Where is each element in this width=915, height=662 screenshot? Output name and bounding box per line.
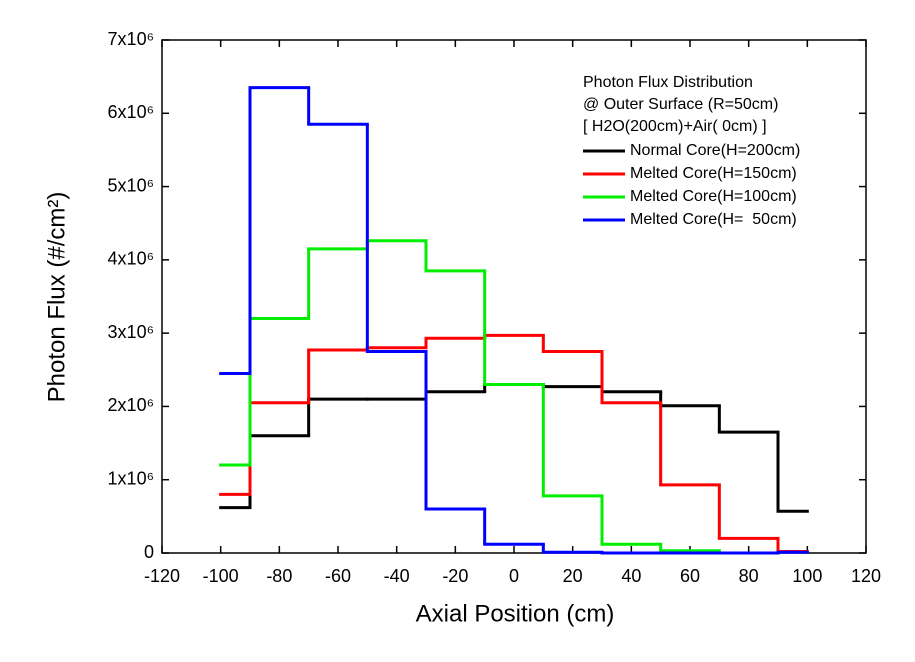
legend-label: Melted Core(H=100cm) (630, 188, 797, 205)
y-tick-label: 2x10⁶ (108, 395, 154, 415)
x-tick-label: 20 (563, 566, 583, 586)
legend-title: @ Outer Surface (R=50cm) (583, 96, 778, 113)
y-tick-label: 6x10⁶ (108, 102, 154, 122)
x-tick-label: -100 (203, 566, 239, 586)
x-tick-label: 40 (621, 566, 641, 586)
legend-label: Melted Core(H= 50cm) (630, 211, 797, 228)
y-axis-title: Photon Flux (#/cm²) (43, 192, 70, 403)
y-tick-label: 0 (144, 542, 154, 562)
legend-title: [ H2O(200cm)+Air( 0cm) ] (583, 118, 767, 135)
plot-frame (161, 39, 867, 554)
y-tick-label: 7x10⁶ (108, 29, 154, 49)
y-tick-label: 3x10⁶ (108, 322, 154, 342)
legend-label: Melted Core(H=150cm) (630, 165, 797, 182)
x-tick-label: -20 (442, 566, 468, 586)
x-tick-label: -120 (144, 566, 180, 586)
x-tick-label: -60 (325, 566, 351, 586)
x-tick-label: -80 (266, 566, 292, 586)
x-axis-title: Axial Position (cm) (416, 600, 615, 627)
x-tick-label: 0 (509, 566, 519, 586)
x-tick-label: 80 (739, 566, 759, 586)
y-tick-label: 5x10⁶ (108, 175, 154, 195)
legend-label: Normal Core(H=200cm) (630, 142, 800, 159)
y-tick-label: 1x10⁶ (108, 468, 154, 488)
x-tick-label: 100 (792, 566, 822, 586)
y-tick-label: 4x10⁶ (108, 249, 154, 269)
x-tick-label: 60 (680, 566, 700, 586)
x-tick-label: 120 (851, 566, 881, 586)
legend-title: Photon Flux Distribution (583, 74, 753, 91)
x-tick-label: -40 (384, 566, 410, 586)
